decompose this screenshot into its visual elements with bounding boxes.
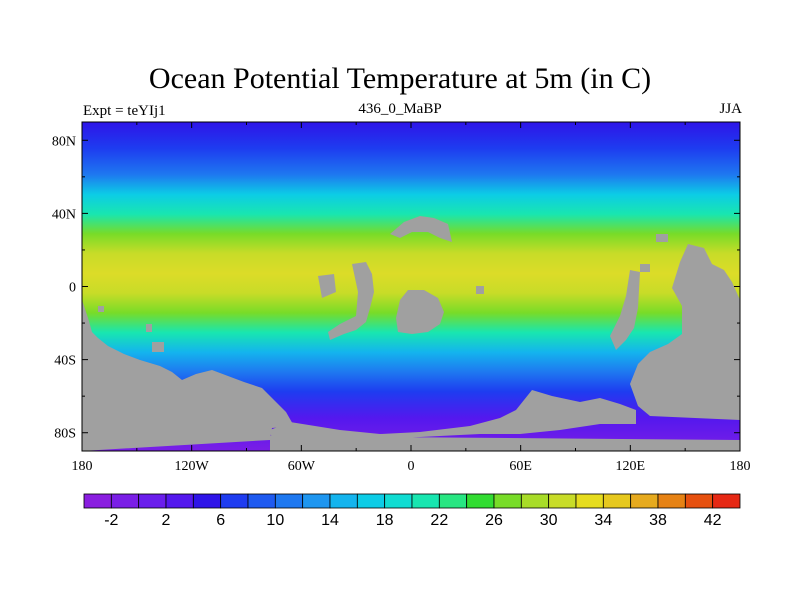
land-western-margin bbox=[82, 300, 294, 451]
colorbar-label: 18 bbox=[376, 512, 394, 529]
colorbar-label: 2 bbox=[162, 512, 171, 529]
land-southern-continent bbox=[270, 390, 740, 451]
land-masses bbox=[82, 216, 740, 451]
colorbar-box bbox=[575, 493, 604, 509]
colorbar-box bbox=[438, 493, 468, 509]
colorbar-box bbox=[220, 493, 249, 509]
colorbar-box bbox=[602, 493, 632, 509]
x-tick-label: 120E bbox=[616, 459, 646, 474]
colorbar-box bbox=[630, 493, 659, 509]
land-eastern-margin bbox=[630, 244, 740, 420]
x-tick-label: 180 bbox=[72, 459, 93, 474]
y-tick-label: 80N bbox=[52, 134, 76, 149]
colorbar-box bbox=[712, 493, 741, 509]
colorbar-label: 42 bbox=[704, 512, 722, 529]
colorbar-label: 38 bbox=[649, 512, 667, 529]
colorbar-box bbox=[356, 493, 386, 509]
y-axis: 80N 40N 0 40S 80S bbox=[52, 134, 740, 442]
colorbar-label: 34 bbox=[594, 512, 612, 529]
experiment-label: Expt = teYIj1 bbox=[83, 103, 166, 119]
colorbar-box bbox=[165, 493, 194, 509]
x-axis: 180 120W 60W 0 60E 120E 180 bbox=[72, 122, 751, 474]
colorbar-box bbox=[192, 493, 222, 509]
age-label: 436_0_MaBP bbox=[358, 101, 442, 117]
land-mid-sliver bbox=[328, 262, 374, 340]
colorbar-box bbox=[466, 493, 495, 509]
colorbar-box bbox=[274, 493, 304, 509]
colorbar-box bbox=[83, 493, 112, 509]
x-tick-label: 180 bbox=[730, 459, 751, 474]
colorbar-label: 22 bbox=[430, 512, 448, 529]
colorbar-box bbox=[548, 493, 577, 509]
colorbar-label: 26 bbox=[485, 512, 503, 529]
y-tick-label: 40N bbox=[52, 207, 76, 222]
land-east-island-chain bbox=[610, 270, 640, 350]
colorbar-label: -2 bbox=[104, 512, 118, 529]
y-tick-label: 0 bbox=[69, 281, 76, 296]
colorbar-label: 30 bbox=[540, 512, 558, 529]
colorbar-box bbox=[411, 493, 440, 509]
x-tick-label: 0 bbox=[408, 459, 415, 474]
y-tick-label: 80S bbox=[54, 427, 76, 442]
colorbar: -2 2 6 10 14 18 22 26 30 34 38 42 bbox=[83, 493, 741, 529]
season-label: JJA bbox=[719, 101, 742, 117]
colorbar-label: 14 bbox=[321, 512, 339, 529]
colorbar-box bbox=[247, 493, 276, 509]
colorbar-box bbox=[138, 493, 167, 509]
chart-title: Ocean Potential Temperature at 5m (in C) bbox=[148, 62, 652, 95]
x-tick-label: 60W bbox=[288, 459, 316, 474]
colorbar-box bbox=[302, 493, 331, 509]
colorbar-box bbox=[493, 493, 522, 509]
land-small-west-block bbox=[318, 274, 336, 298]
land-north-fragment bbox=[390, 216, 452, 242]
x-tick-label: 60E bbox=[509, 459, 532, 474]
x-tick-label: 120W bbox=[175, 459, 210, 474]
colorbar-box bbox=[684, 493, 714, 509]
colorbar-box bbox=[110, 493, 140, 509]
land-central-island bbox=[396, 290, 444, 334]
colorbar-box bbox=[329, 493, 358, 509]
colorbar-label: 6 bbox=[216, 512, 225, 529]
colorbar-box bbox=[657, 493, 686, 509]
colorbar-label: 10 bbox=[266, 512, 284, 529]
colorbar-box bbox=[384, 493, 413, 509]
y-tick-label: 40S bbox=[54, 354, 76, 369]
colorbar-box bbox=[520, 493, 550, 509]
